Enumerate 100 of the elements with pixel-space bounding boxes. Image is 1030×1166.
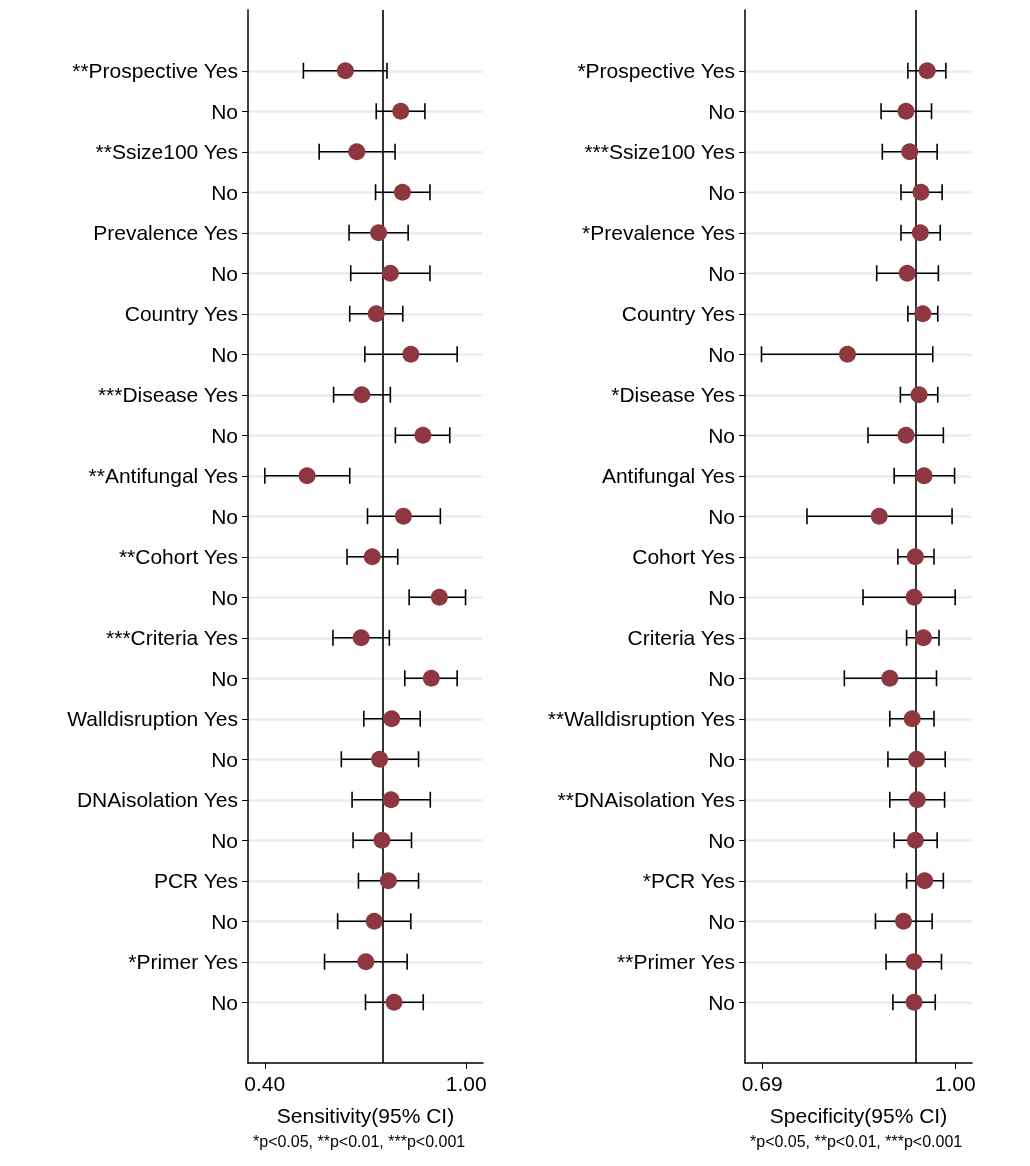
point xyxy=(373,831,391,849)
y-tick-label: *Prospective Yes xyxy=(577,59,735,83)
y-tick-label: No xyxy=(708,261,735,285)
point xyxy=(430,588,448,606)
point xyxy=(898,264,916,282)
point xyxy=(905,993,923,1011)
x-tick-label: 1.00 xyxy=(934,1072,976,1095)
y-tick-label: No xyxy=(708,99,735,123)
point xyxy=(905,588,923,606)
y-tick-label: No xyxy=(211,180,238,204)
y-tick-label: No xyxy=(211,261,238,285)
y-tick-label: **Primer Yes xyxy=(617,950,735,974)
y-tick-label: ***Ssize100 Yes xyxy=(584,140,735,164)
y-tick-label: No xyxy=(211,828,238,852)
y-tick-label: Country Yes xyxy=(124,302,238,326)
point xyxy=(916,872,934,890)
point xyxy=(385,993,403,1011)
y-tick-label: **Cohort Yes xyxy=(118,545,238,569)
point xyxy=(357,953,375,971)
point xyxy=(908,750,926,768)
point xyxy=(906,548,924,566)
point xyxy=(908,791,926,809)
y-tick-label: Walldisruption Yes xyxy=(67,707,238,731)
point xyxy=(901,143,919,161)
y-tick-label: No xyxy=(708,585,735,609)
y-tick-label: No xyxy=(708,423,735,447)
point xyxy=(895,912,912,930)
y-tick-label: **DNAisolation Yes xyxy=(557,788,735,812)
y-tick-label: No xyxy=(708,990,735,1014)
point xyxy=(370,224,388,242)
y-tick-label: *Disease Yes xyxy=(611,383,735,407)
y-tick-label: No xyxy=(708,180,735,204)
point xyxy=(870,507,888,525)
y-tick-label: PCR Yes xyxy=(153,869,238,893)
point xyxy=(336,62,354,80)
y-tick-label: **Prospective Yes xyxy=(72,59,238,83)
point xyxy=(402,345,420,363)
y-tick-label: No xyxy=(211,666,238,690)
y-tick-label: **Ssize100 Yes xyxy=(95,140,238,164)
point xyxy=(365,912,383,930)
point xyxy=(363,548,381,566)
y-tick-label: No xyxy=(708,504,735,528)
point xyxy=(394,507,412,525)
point xyxy=(897,426,915,444)
point xyxy=(422,669,440,687)
point xyxy=(905,953,923,971)
y-tick-label: Criteria Yes xyxy=(627,626,735,650)
y-tick-label: No xyxy=(708,666,735,690)
point xyxy=(838,345,856,363)
y-tick-label: Antifungal Yes xyxy=(601,464,735,488)
y-tick-label: *PCR Yes xyxy=(642,869,735,893)
y-tick-label: DNAisolation Yes xyxy=(76,788,238,812)
point xyxy=(371,750,389,768)
point xyxy=(903,710,921,728)
y-tick-label: No xyxy=(211,423,238,447)
point xyxy=(918,62,936,80)
x-tick-label: 1.00 xyxy=(445,1072,487,1095)
y-tick-label: ***Disease Yes xyxy=(97,383,238,407)
y-tick-label: No xyxy=(211,909,238,933)
point xyxy=(379,872,397,890)
point xyxy=(897,102,915,120)
y-tick-label: Cohort Yes xyxy=(632,545,735,569)
point xyxy=(915,467,933,485)
y-tick-label: Prevalence Yes xyxy=(93,221,238,245)
point xyxy=(353,386,371,404)
y-tick-label: No xyxy=(708,747,735,771)
y-tick-label: No xyxy=(211,747,238,771)
y-tick-label: ***Criteria Yes xyxy=(106,626,238,650)
point xyxy=(367,305,385,323)
y-tick-label: *Primer Yes xyxy=(128,950,238,974)
y-tick-label: *Prevalence Yes xyxy=(582,221,735,245)
point xyxy=(914,305,932,323)
y-tick-label: No xyxy=(211,342,238,366)
y-tick-label: No xyxy=(708,909,735,933)
point xyxy=(911,224,929,242)
point xyxy=(881,669,899,687)
point xyxy=(382,791,400,809)
point xyxy=(393,183,411,201)
y-tick-label: **Walldisruption Yes xyxy=(547,707,735,731)
y-tick-label: No xyxy=(211,99,238,123)
text: *p<0.05, **p<0.01, ***p<0.001 xyxy=(750,1132,963,1150)
x-axis-title: Sensitivity(95% CI) xyxy=(276,1104,455,1127)
y-tick-label: No xyxy=(708,342,735,366)
point xyxy=(383,710,401,728)
x-tick-label: 0.69 xyxy=(741,1072,783,1095)
y-tick-label: **Antifungal Yes xyxy=(88,464,238,488)
point xyxy=(912,183,930,201)
point xyxy=(348,143,366,161)
point xyxy=(906,831,924,849)
y-tick-label: No xyxy=(211,990,238,1014)
x-axis-title: Specificity(95% CI) xyxy=(769,1104,948,1127)
point xyxy=(298,467,316,485)
y-tick-label: Country Yes xyxy=(621,302,735,326)
x-tick-label: 0.40 xyxy=(244,1072,286,1095)
text: *p<0.05, **p<0.01, ***p<0.001 xyxy=(253,1132,466,1150)
y-tick-label: No xyxy=(211,585,238,609)
point xyxy=(392,102,410,120)
y-tick-label: No xyxy=(211,504,238,528)
point xyxy=(381,264,399,282)
point xyxy=(352,629,370,647)
